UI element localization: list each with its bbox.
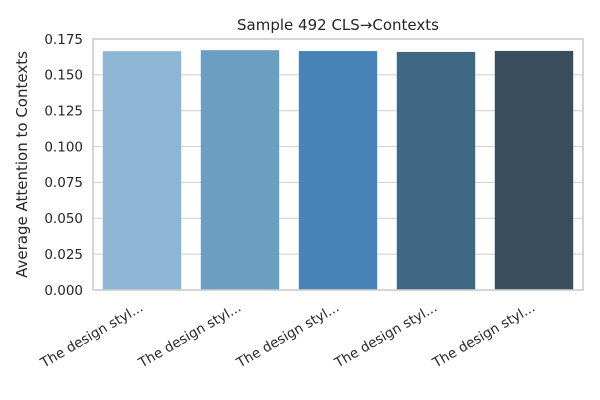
plot-frame — [92, 38, 584, 291]
chart-title: Sample 492 CLS→Contexts — [237, 16, 439, 34]
x-tick-label: The design styl... — [135, 300, 244, 372]
y-tick-label: 0.125 — [44, 104, 83, 120]
y-tick-label: 0.150 — [44, 68, 83, 84]
x-tick-label: The design styl... — [233, 300, 342, 372]
y-tick-label: 0.025 — [44, 247, 83, 263]
y-tick-label: 0.175 — [44, 32, 83, 48]
y-tick-label: 0.100 — [44, 139, 83, 155]
bars — [102, 50, 574, 291]
y-tick-labels: 0.000 0.025 0.050 0.075 0.100 0.125 0.150 0.175 — [44, 32, 83, 299]
bar — [200, 50, 280, 291]
x-tick-label: The design styl... — [331, 300, 440, 372]
y-tick-label: 0.000 — [44, 283, 83, 299]
y-axis-label: Average Attention to Contexts — [13, 51, 31, 278]
x-tick-label: The design styl... — [37, 300, 146, 372]
y-tick-label: 0.050 — [44, 211, 83, 227]
x-tick-labels: The design styl...The design styl...The … — [37, 300, 538, 372]
bar — [494, 50, 574, 290]
bar — [396, 51, 476, 291]
bar — [298, 51, 378, 290]
x-tick-label: The design styl... — [429, 300, 538, 372]
bar — [102, 51, 182, 290]
y-tick-label: 0.075 — [44, 175, 83, 191]
